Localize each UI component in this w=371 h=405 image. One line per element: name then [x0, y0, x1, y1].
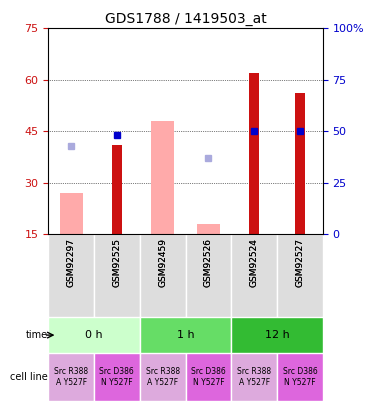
Bar: [277, 353, 323, 401]
Text: GSM92524: GSM92524: [250, 238, 259, 287]
FancyBboxPatch shape: [140, 234, 186, 318]
Text: GSM92527: GSM92527: [295, 238, 304, 287]
Text: GSM92459: GSM92459: [158, 238, 167, 287]
Bar: [94, 353, 140, 401]
Bar: [48, 353, 94, 401]
Text: GSM92459: GSM92459: [158, 238, 167, 287]
Text: Src R388
A Y527F: Src R388 A Y527F: [237, 367, 271, 386]
Bar: [140, 353, 186, 401]
Bar: [151, 121, 174, 234]
Text: GSM92526: GSM92526: [204, 238, 213, 287]
Text: GSM92525: GSM92525: [112, 238, 121, 287]
FancyBboxPatch shape: [186, 234, 231, 318]
Text: 0 h: 0 h: [85, 330, 103, 340]
FancyBboxPatch shape: [277, 234, 323, 318]
Bar: [140, 318, 231, 353]
FancyBboxPatch shape: [94, 234, 140, 318]
Text: GSM92297: GSM92297: [67, 238, 76, 287]
Text: GSM92526: GSM92526: [204, 238, 213, 287]
Text: GSM92297: GSM92297: [67, 238, 76, 287]
Text: GSM92524: GSM92524: [250, 238, 259, 287]
FancyBboxPatch shape: [231, 234, 277, 318]
Text: 12 h: 12 h: [265, 330, 289, 340]
Bar: [186, 353, 231, 401]
Text: 1 h: 1 h: [177, 330, 194, 340]
FancyBboxPatch shape: [48, 234, 94, 318]
Text: Src D386
N Y527F: Src D386 N Y527F: [191, 367, 226, 386]
Bar: [231, 318, 323, 353]
Text: Src D386
N Y527F: Src D386 N Y527F: [99, 367, 134, 386]
Text: Src R388
A Y527F: Src R388 A Y527F: [145, 367, 180, 386]
Text: GSM92525: GSM92525: [112, 238, 121, 287]
Text: GSM92527: GSM92527: [295, 238, 304, 287]
Bar: [112, 145, 122, 234]
Bar: [60, 193, 82, 234]
Text: Src D386
N Y527F: Src D386 N Y527F: [283, 367, 317, 386]
Title: GDS1788 / 1419503_at: GDS1788 / 1419503_at: [105, 12, 266, 26]
Text: Src R388
A Y527F: Src R388 A Y527F: [54, 367, 88, 386]
Bar: [249, 73, 259, 234]
Bar: [295, 94, 305, 234]
Bar: [48, 318, 140, 353]
Text: time: time: [26, 330, 48, 340]
Bar: [231, 353, 277, 401]
Bar: [197, 224, 220, 234]
Text: cell line: cell line: [10, 372, 48, 382]
